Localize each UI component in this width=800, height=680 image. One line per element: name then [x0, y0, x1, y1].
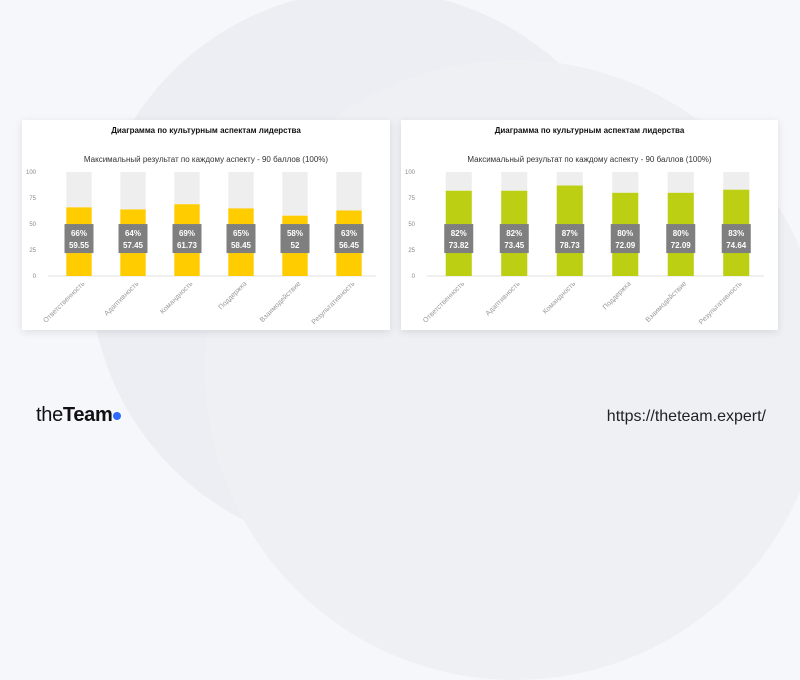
- data-label-box: [172, 224, 202, 254]
- chart-title: Диаграмма по культурным аспектам лидерст…: [495, 126, 685, 135]
- data-label-pct: 69%: [179, 229, 195, 238]
- y-tick-label: 0: [412, 274, 416, 280]
- data-label-pct: 66%: [71, 229, 87, 238]
- x-tick-label: Результативность: [311, 280, 357, 326]
- y-tick-label: 25: [408, 248, 415, 254]
- logo-dot-icon: [113, 412, 122, 420]
- data-label-score: 73.82: [449, 241, 470, 250]
- bar-remainder: [282, 172, 308, 216]
- data-label-box: [280, 224, 310, 254]
- x-tick-label: Адаптивность: [485, 280, 522, 317]
- data-label-pct: 87%: [562, 229, 578, 238]
- y-tick-label: 75: [29, 196, 36, 202]
- data-label-score: 59.55: [69, 241, 90, 250]
- logo-text-light: the: [36, 404, 63, 426]
- data-label-score: 72.09: [615, 241, 636, 250]
- x-tick-label: Адаптивность: [103, 280, 140, 317]
- bar-remainder: [445, 172, 472, 191]
- y-tick-label: 50: [29, 222, 36, 228]
- data-label-pct: 80%: [673, 229, 689, 238]
- data-label-box: [666, 224, 696, 254]
- bar-remainder: [336, 172, 362, 211]
- chart-title: Диаграмма по культурным аспектам лидерст…: [111, 126, 301, 135]
- data-label-score: 72.09: [671, 241, 692, 250]
- bar-remainder: [174, 172, 200, 205]
- y-tick-label: 75: [408, 196, 415, 202]
- chart-subtitle: Максимальный результат по каждому аспект…: [467, 155, 712, 164]
- data-label-score: 58.45: [231, 241, 252, 250]
- y-tick-label: 100: [405, 170, 416, 176]
- bar-remainder: [66, 172, 92, 208]
- y-tick-label: 25: [29, 248, 36, 254]
- data-label-box: [555, 224, 585, 254]
- bar-remainder: [120, 172, 146, 210]
- chart-card-left: Диаграмма по культурным аспектам лидерст…: [22, 120, 390, 330]
- data-label-pct: 80%: [617, 229, 633, 238]
- x-tick-label: Командность: [542, 280, 577, 315]
- chart-right: Диаграмма по культурным аспектам лидерст…: [405, 126, 764, 326]
- chart-subtitle: Максимальный результат по каждому аспект…: [84, 155, 329, 164]
- bar-remainder: [228, 172, 254, 209]
- data-label-score: 61.73: [177, 241, 198, 250]
- data-label-pct: 65%: [233, 229, 249, 238]
- data-label-pct: 82%: [506, 229, 522, 238]
- data-label-box: [610, 224, 640, 254]
- data-label-box: [226, 224, 256, 254]
- data-label-box: [334, 224, 364, 254]
- x-tick-label: Ответственность: [422, 280, 466, 324]
- data-label-pct: 58%: [287, 229, 303, 238]
- data-label-pct: 82%: [451, 229, 467, 238]
- x-tick-label: Командность: [159, 280, 194, 315]
- chart-card-right: Диаграмма по культурным аспектам лидерст…: [401, 120, 778, 330]
- data-label-box: [721, 224, 751, 254]
- data-label-score: 52: [291, 241, 300, 250]
- bar-remainder: [501, 172, 528, 191]
- logo-text-bold: Team: [62, 404, 113, 426]
- data-label-pct: 83%: [728, 229, 744, 238]
- data-label-score: 57.45: [123, 241, 144, 250]
- data-label-box: [444, 224, 474, 254]
- x-tick-label: Взаимодействие: [644, 280, 688, 324]
- data-label-score: 56.45: [339, 241, 360, 250]
- y-tick-label: 0: [33, 274, 37, 280]
- x-tick-label: Ответственность: [42, 280, 86, 324]
- data-label-box: [64, 224, 94, 254]
- brand-logo[interactable]: theTeam: [36, 404, 122, 427]
- y-tick-label: 100: [26, 170, 37, 176]
- bar-remainder: [556, 172, 583, 186]
- bar-remainder: [723, 172, 750, 190]
- data-label-box: [499, 224, 529, 254]
- data-label-score: 73.45: [504, 241, 525, 250]
- bar-remainder: [667, 172, 694, 193]
- data-label-score: 74.64: [726, 241, 747, 250]
- chart-left: Диаграмма по культурным аспектам лидерст…: [26, 126, 376, 326]
- x-tick-label: Результативность: [698, 280, 744, 326]
- website-link[interactable]: https://theteam.expert/: [606, 408, 766, 425]
- x-tick-label: Взаимодействие: [258, 280, 302, 324]
- data-label-pct: 64%: [125, 229, 141, 238]
- x-tick-label: Поддержка: [602, 280, 633, 311]
- bar-remainder: [612, 172, 639, 193]
- x-tick-label: Поддержка: [218, 280, 249, 311]
- data-label-score: 78.73: [560, 241, 581, 250]
- y-tick-label: 50: [408, 222, 415, 228]
- data-label-pct: 63%: [341, 229, 357, 238]
- data-label-box: [118, 224, 148, 254]
